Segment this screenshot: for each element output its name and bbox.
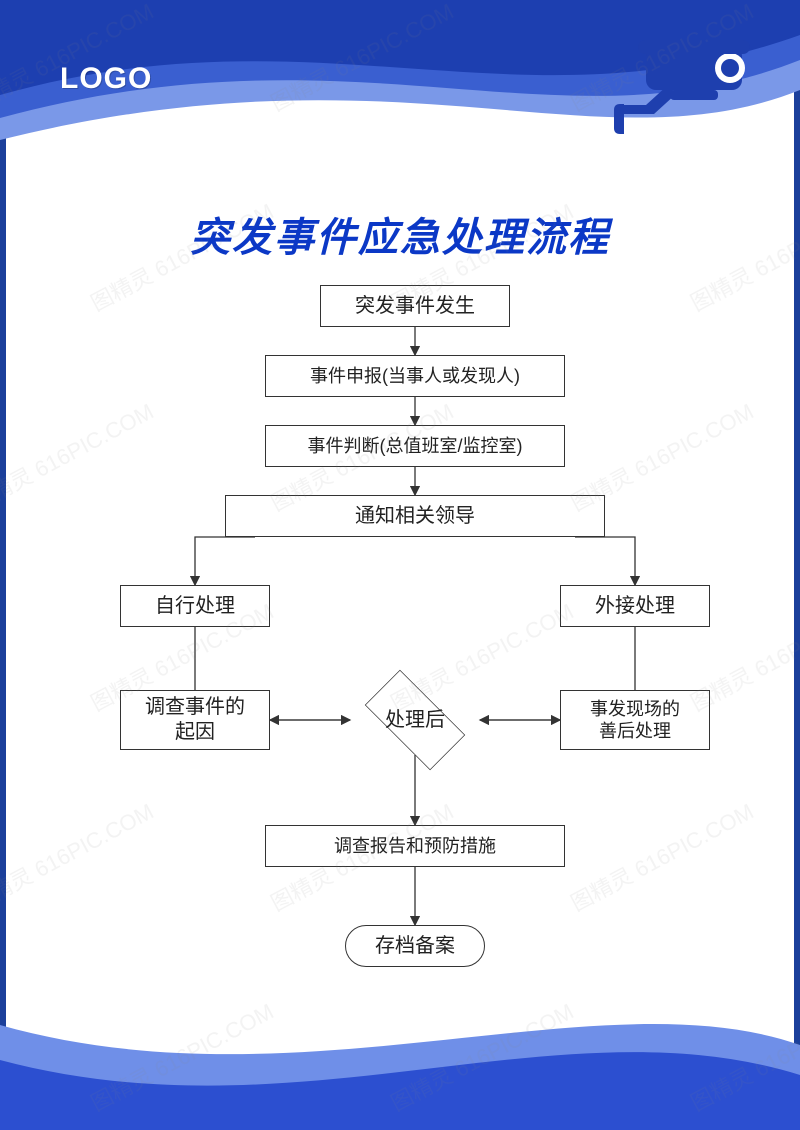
flow-node-n7: 处理后 <box>350 685 480 755</box>
flowchart: 突发事件发生事件申报(当事人或发现人) 事件判断(总值班室/监控室) 通知相关领导自… <box>95 285 705 1005</box>
flow-node-n6: 外接处理 <box>560 585 710 627</box>
flow-node-n1: 突发事件发生 <box>320 285 510 327</box>
flow-node-n3: 事件判断(总值班室/监控室) <box>265 425 565 467</box>
flow-edge-n4-n5 <box>195 537 255 585</box>
cctv-camera-icon <box>612 26 762 146</box>
flow-node-n4: 通知相关领导 <box>225 495 605 537</box>
footer-band <box>0 990 800 1130</box>
flow-node-n2: 事件申报(当事人或发现人) <box>265 355 565 397</box>
flow-node-n8: 调查事件的 起因 <box>120 690 270 750</box>
flow-edge-n4-n6 <box>575 537 635 585</box>
flow-node-n11: 存档备案 <box>345 925 485 967</box>
page-title: 突发事件应急处理流程 <box>0 205 800 263</box>
flow-node-n5: 自行处理 <box>120 585 270 627</box>
footer-wave-svg <box>0 990 800 1130</box>
flow-node-n10: 调查报告和预防措施 <box>265 825 565 867</box>
logo-text: LOGO <box>60 62 152 96</box>
flow-node-n9: 事发现场的 善后处理 <box>560 690 710 750</box>
